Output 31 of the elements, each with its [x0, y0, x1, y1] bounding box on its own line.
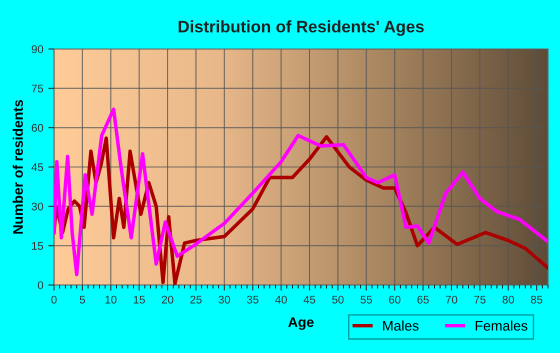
x-tick-label: 35 — [246, 296, 258, 304]
x-tick-label: 60 — [389, 296, 400, 304]
x-tick-label: 80 — [502, 296, 514, 304]
x-tick-label: 0 — [51, 296, 57, 304]
x-tick-label: 10 — [105, 296, 117, 304]
chart-title: Distribution of Residents' Ages — [178, 20, 424, 36]
y-tick-label: 15 — [32, 242, 44, 250]
x-tick-label: 40 — [275, 296, 287, 304]
y-tick-label: 0 — [38, 281, 44, 290]
y-tick-label: 90 — [32, 45, 44, 54]
legend-label: Females — [476, 320, 528, 331]
legend-label: Males — [383, 320, 419, 331]
y-tick-label: 75 — [32, 84, 44, 92]
y-tick-label: 30 — [32, 202, 44, 210]
x-tick-label: 65 — [417, 296, 429, 304]
x-tick-label: 20 — [162, 296, 174, 304]
x-tick-label: 75 — [474, 296, 486, 304]
x-tick-label: 25 — [190, 296, 202, 304]
x-tick-label: 5 — [80, 296, 86, 304]
x-tick-label: 45 — [304, 296, 316, 304]
line-series — [54, 108, 548, 276]
x-tick-label: 15 — [134, 296, 145, 304]
x-tick-label: 70 — [446, 296, 458, 304]
y-axis-title: Number of residents — [12, 100, 23, 234]
y-tick-label: 60 — [32, 124, 44, 132]
x-tick-label: 30 — [218, 296, 230, 304]
x-tick-label: 50 — [332, 296, 344, 304]
x-tick-label: 85 — [530, 296, 542, 304]
x-axis-title: Age — [288, 317, 314, 330]
y-tick-label: 45 — [31, 163, 44, 172]
x-tick-label: 55 — [360, 296, 372, 304]
